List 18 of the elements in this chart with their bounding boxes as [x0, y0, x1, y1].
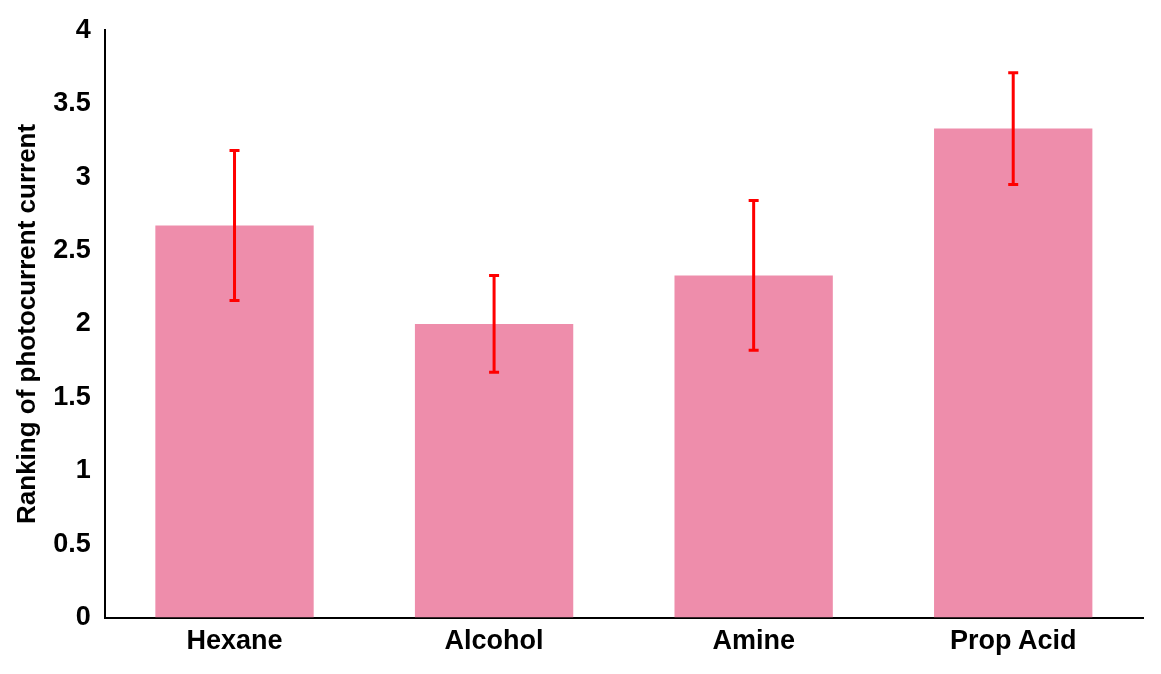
bar — [155, 225, 314, 618]
x-tick-label: Prop Acid — [949, 625, 1077, 656]
bar — [674, 275, 833, 618]
y-tick-label: 1.5 — [53, 380, 91, 411]
y-tick-label: 1 — [75, 454, 91, 485]
y-tick-label: 0 — [75, 601, 91, 632]
y-tick-label: 3.5 — [53, 87, 91, 118]
y-axis-title: Ranking of photocurrent current — [10, 123, 41, 524]
bar — [934, 128, 1093, 618]
bar — [414, 323, 574, 618]
x-tick-label: Hexane — [186, 625, 283, 656]
y-tick-label: 3 — [75, 160, 91, 191]
y-tick-label: 4 — [75, 13, 91, 44]
x-tick-label: Amine — [712, 625, 795, 656]
x-tick-label: Alcohol — [444, 625, 544, 656]
y-tick-label: 2.5 — [53, 233, 91, 264]
y-tick-label: 0.5 — [53, 527, 91, 558]
y-tick-label: 2 — [75, 307, 91, 338]
